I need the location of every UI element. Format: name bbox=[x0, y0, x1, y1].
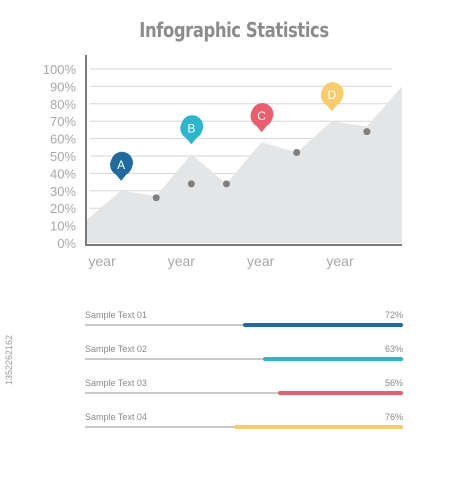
marker-d: D bbox=[320, 82, 344, 112]
data-point bbox=[293, 149, 301, 157]
bar-row: Sample Text 03 56% bbox=[85, 378, 403, 404]
area-series bbox=[86, 86, 402, 244]
marker-label: A bbox=[117, 158, 125, 172]
bar-fill bbox=[262, 357, 403, 361]
data-point bbox=[152, 194, 160, 202]
data-point bbox=[187, 180, 195, 188]
marker-head bbox=[180, 117, 203, 140]
y-tick-label: 60% bbox=[50, 132, 76, 147]
bar-fill bbox=[278, 391, 403, 395]
bar-label: Sample Text 03 bbox=[85, 378, 147, 388]
chart-title: Infographic Statistics bbox=[139, 18, 329, 42]
bar-value: 72% bbox=[384, 310, 403, 320]
y-tick-label: 0% bbox=[57, 236, 76, 251]
marker-c: C bbox=[250, 103, 274, 133]
y-tick-label: 90% bbox=[50, 79, 76, 94]
marker-label: C bbox=[257, 109, 266, 123]
bar-value: 63% bbox=[384, 344, 403, 354]
marker-a: A bbox=[110, 151, 133, 181]
bar-track bbox=[85, 392, 403, 394]
data-point bbox=[363, 128, 371, 136]
x-tick-label: year bbox=[88, 253, 116, 269]
bar-row: Sample Text 02 63% bbox=[85, 344, 403, 370]
bar-value: 56% bbox=[384, 378, 403, 388]
y-tick-label: 50% bbox=[50, 149, 76, 164]
x-tick-label: year bbox=[326, 253, 354, 269]
bar-label: Sample Text 04 bbox=[85, 412, 147, 422]
y-tick-label: 30% bbox=[50, 184, 76, 199]
y-tick-label: 40% bbox=[50, 166, 76, 181]
bar-fill bbox=[233, 425, 403, 429]
bar-row: Sample Text 01 72% bbox=[85, 310, 403, 336]
bar-track bbox=[85, 358, 403, 360]
y-tick-label: 70% bbox=[50, 114, 76, 129]
bar-value: 76% bbox=[384, 412, 403, 422]
data-point bbox=[222, 180, 230, 188]
marker-head bbox=[110, 153, 133, 176]
y-tick-label: 10% bbox=[50, 219, 76, 234]
marker-label: D bbox=[327, 88, 336, 102]
y-tick-label: 20% bbox=[50, 201, 76, 216]
bar-row: Sample Text 04 76% bbox=[85, 412, 403, 438]
marker-head bbox=[320, 84, 343, 107]
bar-fill bbox=[242, 323, 403, 327]
area-chart: 0% 10% 20% 30% 40% 50% 60% 70% 80% 90% 100% year yea… bbox=[43, 55, 402, 269]
image-id: 1352262162 bbox=[4, 334, 14, 385]
y-tick-label: 100% bbox=[43, 62, 77, 77]
bar-label: Sample Text 02 bbox=[85, 344, 147, 354]
x-tick-label: year bbox=[247, 253, 275, 269]
x-tick-label: year bbox=[168, 253, 196, 269]
bar-label: Sample Text 01 bbox=[85, 310, 147, 320]
marker-head bbox=[250, 105, 273, 128]
marker-label: B bbox=[187, 121, 195, 135]
marker-b: B bbox=[180, 115, 204, 145]
y-tick-label: 80% bbox=[50, 97, 76, 112]
